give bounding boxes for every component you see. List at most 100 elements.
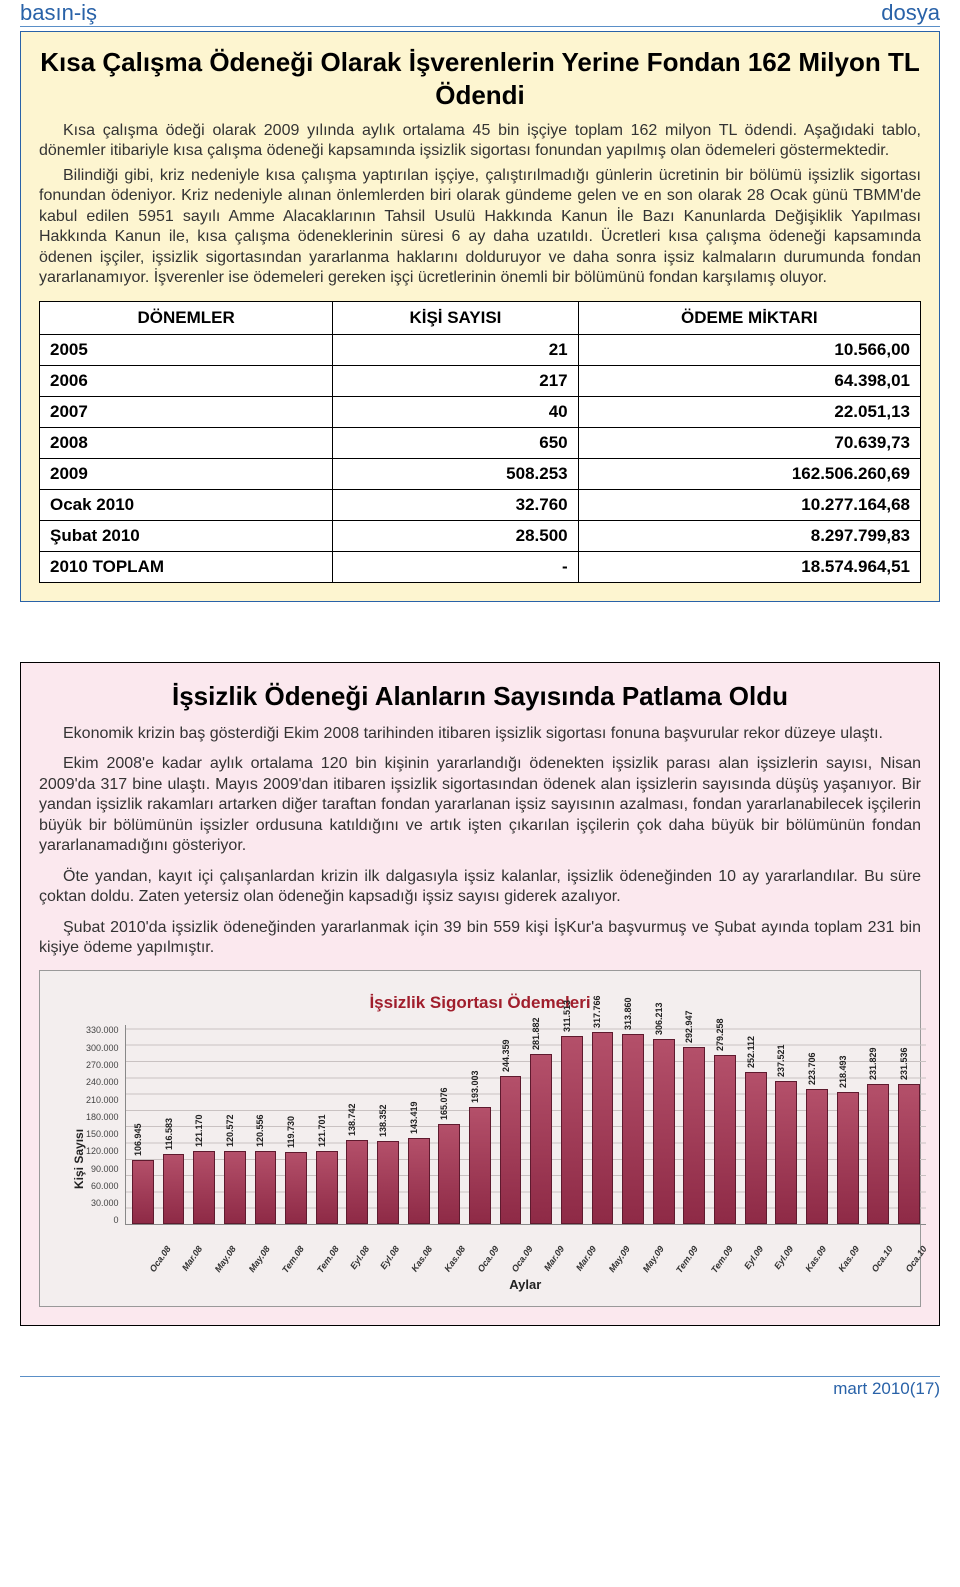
bar-column: 244.359 — [497, 1076, 524, 1224]
bar-value-label: 138.352 — [378, 1104, 388, 1137]
bar-column: 106.945 — [130, 1160, 157, 1225]
bar-value-label: 106.945 — [133, 1123, 143, 1156]
table-header-row: DÖNEMLER KİŞİ SAYISI ÖDEME MİKTARI — [40, 301, 921, 334]
bar — [408, 1138, 430, 1225]
y-tick: 270.000 — [86, 1060, 119, 1070]
x-tick: Tem.08 — [296, 1229, 327, 1247]
bar-value-label: 311.513 — [562, 1000, 572, 1032]
bar-column: 223.706 — [804, 1089, 831, 1225]
bar-column: 218.493 — [834, 1092, 861, 1224]
table-row: Şubat 201028.5008.297.799,83 — [40, 520, 921, 551]
bar-column: 138.742 — [344, 1140, 371, 1224]
bar-value-label: 119.730 — [286, 1116, 296, 1148]
y-tick: 150.000 — [86, 1129, 119, 1139]
y-tick: 210.000 — [86, 1095, 119, 1105]
cell-amount: 10.566,00 — [578, 334, 920, 365]
bar — [469, 1107, 491, 1224]
bar — [561, 1036, 583, 1225]
table-row: 200865070.639,73 — [40, 427, 921, 458]
bar — [346, 1140, 368, 1224]
section-tag: dosya — [881, 0, 940, 26]
cell-period: 2005 — [40, 334, 333, 365]
cell-amount: 10.277.164,68 — [578, 489, 920, 520]
table-row: Ocak 201032.76010.277.164,68 — [40, 489, 921, 520]
bar-value-label: 279.258 — [715, 1019, 725, 1052]
bar-column: 143.419 — [405, 1138, 432, 1225]
bar — [132, 1160, 154, 1225]
bar-value-label: 223.706 — [807, 1052, 817, 1085]
bar-column: 252.112 — [742, 1072, 769, 1225]
table-row: 20052110.566,00 — [40, 334, 921, 365]
cell-period: 2008 — [40, 427, 333, 458]
cell-amount: 162.506.260,69 — [578, 458, 920, 489]
bar-column: 279.258 — [712, 1055, 739, 1224]
cell-period: 2007 — [40, 396, 333, 427]
chart-title: İşsizlik Sigortası Ödemeleri — [68, 993, 892, 1013]
bar-column: 281.882 — [528, 1054, 555, 1225]
page: basın-iş dosya Kısa Çalışma Ödeneği Olar… — [0, 0, 960, 1419]
x-ticks: Oca.08Mar.08May.08May.08Tem.08Tem.08Eyl.… — [125, 1229, 927, 1247]
y-axis-label: Kişi Sayısı — [68, 1025, 86, 1292]
bar-column: 121.701 — [313, 1151, 340, 1225]
y-tick: 330.000 — [86, 1025, 119, 1035]
bar-value-label: 231.536 — [899, 1048, 909, 1081]
th-count: KİŞİ SAYISI — [333, 301, 578, 334]
bar — [745, 1072, 767, 1225]
bar — [714, 1055, 736, 1224]
bar — [438, 1124, 460, 1224]
footer: mart 2010(17) — [20, 1376, 940, 1399]
bar-column: 231.829 — [865, 1084, 892, 1225]
bar-column: 231.536 — [896, 1084, 923, 1224]
bar-value-label: 120.556 — [255, 1115, 265, 1148]
bar — [163, 1154, 185, 1225]
cell-count: 32.760 — [333, 489, 578, 520]
bar-column: 292.947 — [681, 1047, 708, 1225]
article-pink: İşsizlik Ödeneği Alanların Sayısında Pat… — [20, 662, 940, 1327]
bar-column: 317.766 — [589, 1032, 616, 1225]
cell-amount: 22.051,13 — [578, 396, 920, 427]
payments-table: DÖNEMLER KİŞİ SAYISI ÖDEME MİKTARI 20052… — [39, 301, 921, 583]
bar-value-label: 120.572 — [225, 1115, 235, 1148]
chart-body: Kişi Sayısı 330.000300.000270.000240.000… — [68, 1025, 892, 1292]
x-tick: May.09 — [622, 1229, 652, 1247]
x-tick: Oca.08 — [129, 1229, 159, 1247]
cell-count: 40 — [333, 396, 578, 427]
bar-value-label: 218.493 — [838, 1055, 848, 1088]
bar — [837, 1092, 859, 1224]
y-tick: 120.000 — [86, 1146, 119, 1156]
bar-value-label: 281.882 — [531, 1017, 541, 1050]
bar-value-label: 292.947 — [684, 1010, 694, 1043]
table-row: 200621764.398,01 — [40, 365, 921, 396]
bar-column: 193.003 — [467, 1107, 494, 1224]
cell-period: 2009 — [40, 458, 333, 489]
bar-value-label: 116.583 — [164, 1118, 174, 1150]
cell-amount: 8.297.799,83 — [578, 520, 920, 551]
bar-column: 121.170 — [191, 1151, 218, 1224]
bar-value-label: 138.742 — [347, 1104, 357, 1137]
pink-p4: Şubat 2010'da işsizlik ödeneğinden yarar… — [39, 918, 921, 959]
table-row: 20074022.051,13 — [40, 396, 921, 427]
bar-column: 116.583 — [160, 1154, 187, 1225]
bar-column: 237.521 — [773, 1081, 800, 1225]
cell-count: 217 — [333, 365, 578, 396]
pink-p2: Ekim 2008'e kadar aylık ortalama 120 bin… — [39, 754, 921, 856]
article-yellow: Kısa Çalışma Ödeneği Olarak İşverenlerin… — [20, 31, 940, 602]
bar-value-label: 165.076 — [439, 1088, 449, 1121]
bar — [653, 1039, 675, 1225]
bar — [530, 1054, 552, 1225]
cell-period: 2010 TOPLAM — [40, 551, 333, 582]
pink-title: İşsizlik Ödeneği Alanların Sayısında Pat… — [39, 681, 921, 712]
bar — [683, 1047, 705, 1225]
pink-p1: Ekonomik krizin baş gösterdiği Ekim 2008… — [39, 724, 921, 744]
bar-value-label: 143.419 — [409, 1101, 419, 1134]
bar-column: 311.513 — [559, 1036, 586, 1225]
cell-amount: 70.639,73 — [578, 427, 920, 458]
plot-area: 106.945116.583121.170120.572120.556119.7… — [125, 1025, 927, 1225]
bar-column: 119.730 — [283, 1152, 310, 1225]
bar — [500, 1076, 522, 1224]
bar-value-label: 313.860 — [623, 998, 633, 1031]
cell-count: 650 — [333, 427, 578, 458]
bar — [898, 1084, 920, 1224]
x-tick: Tem.09 — [690, 1229, 721, 1247]
bar-value-label: 121.701 — [317, 1114, 327, 1147]
